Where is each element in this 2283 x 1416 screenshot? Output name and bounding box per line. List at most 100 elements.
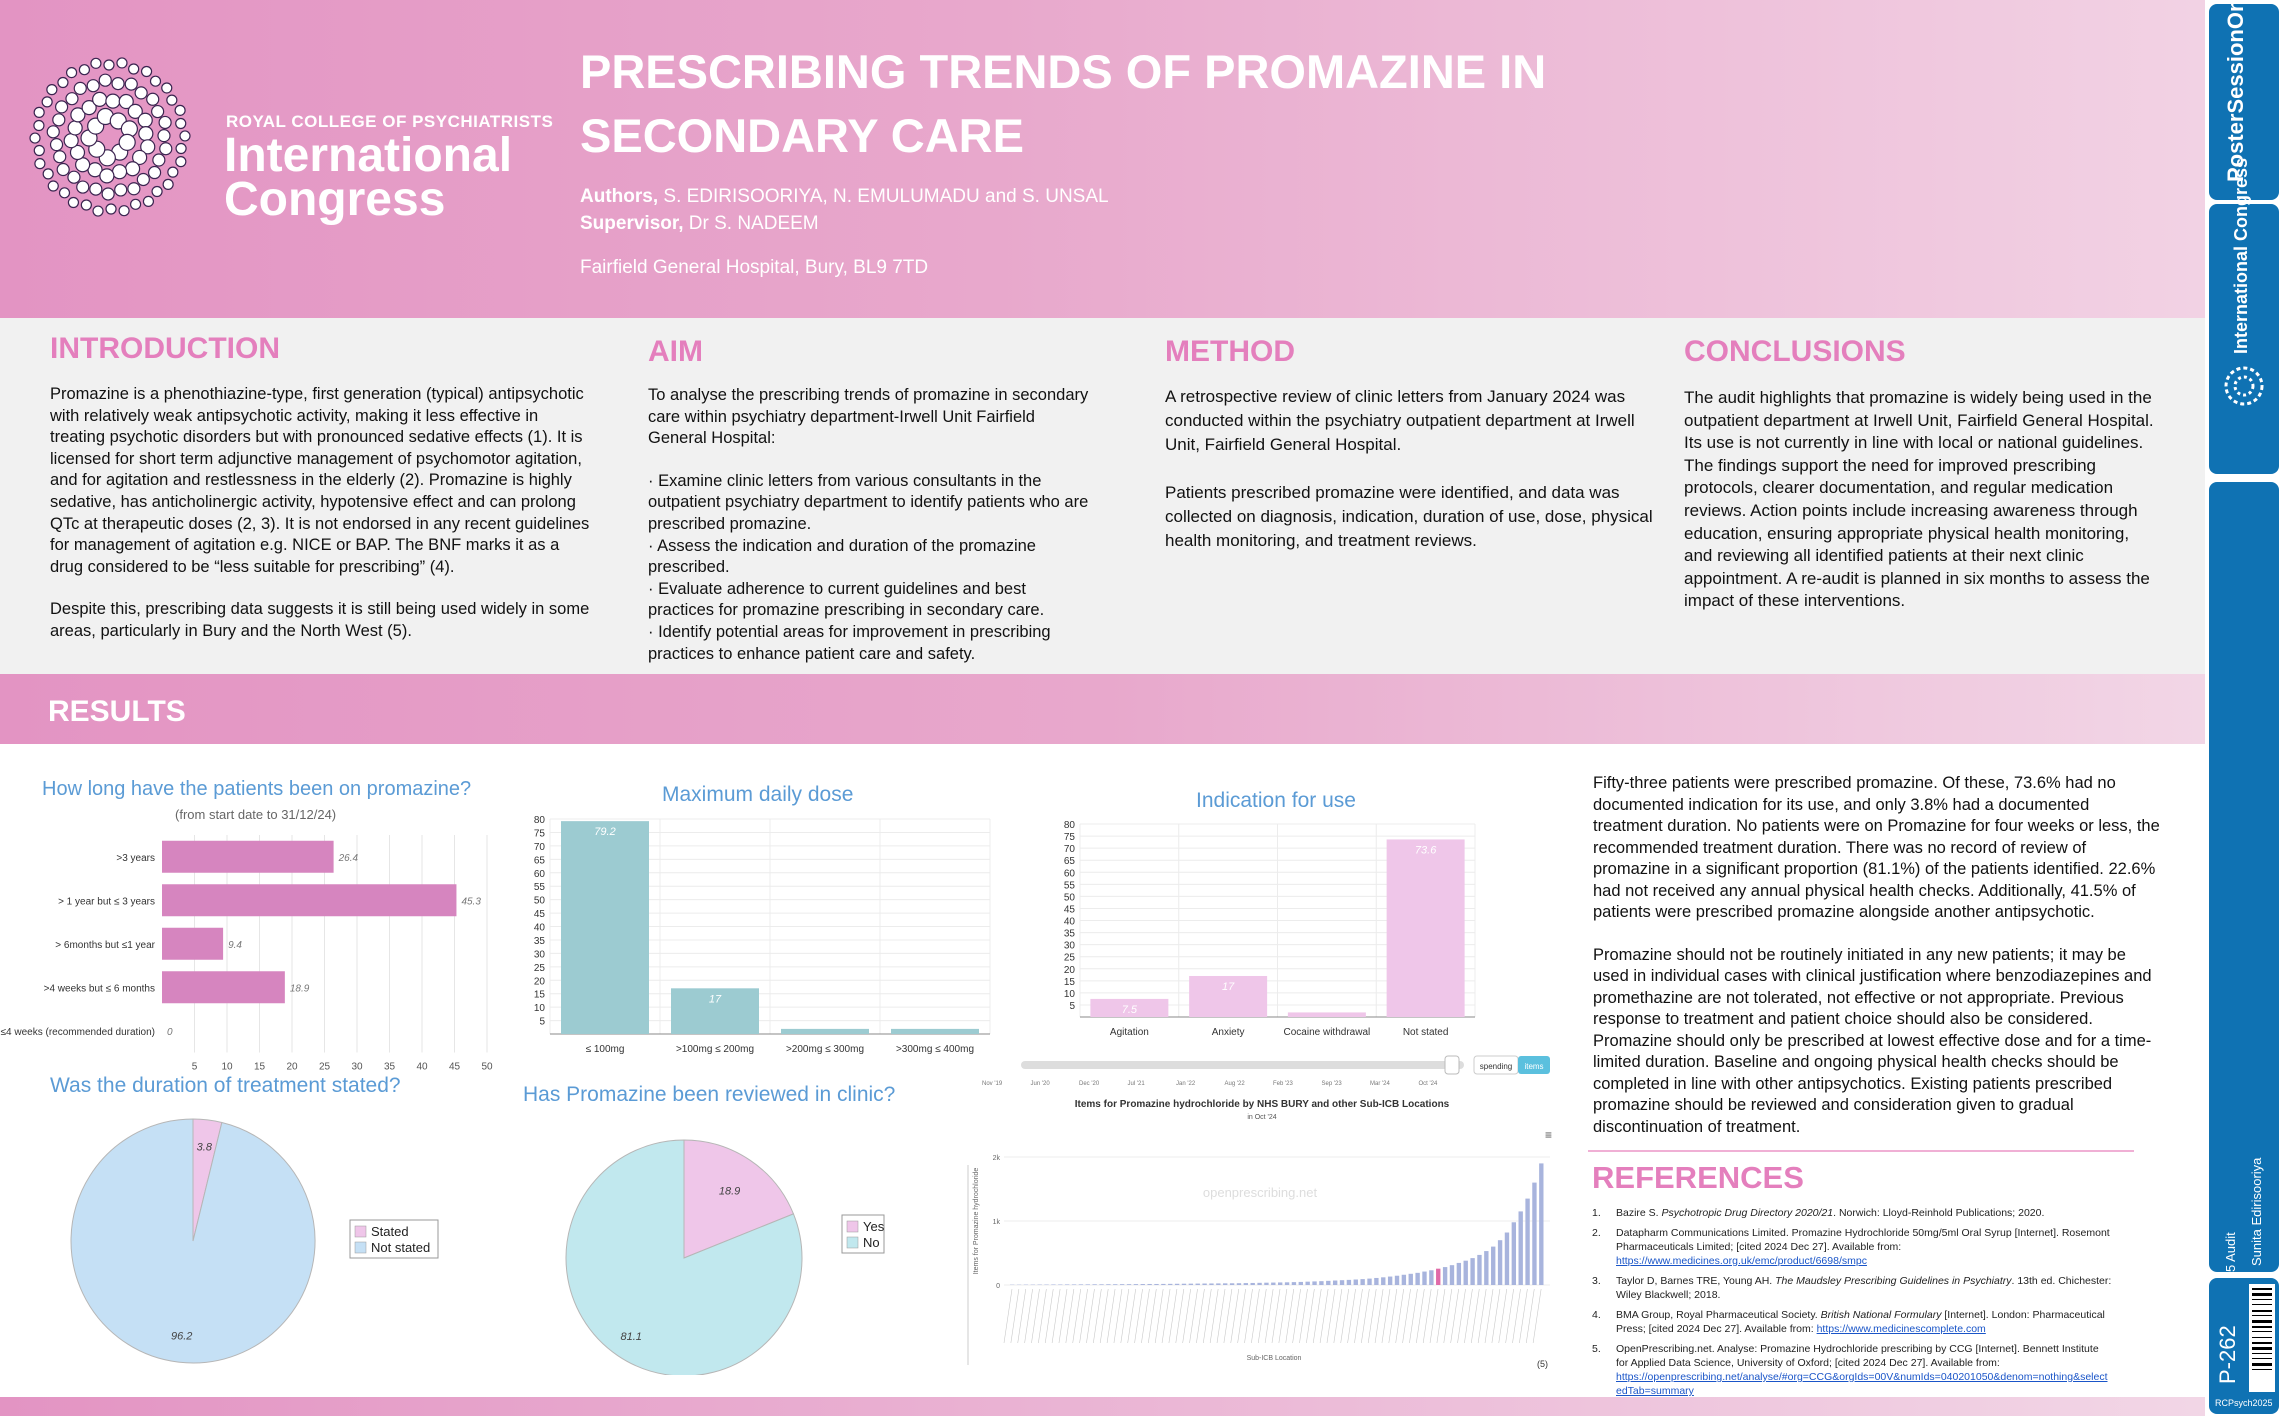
introduction-paragraph-2: Despite this, prescribing data suggests … — [50, 600, 590, 640]
op-tick-label — [1106, 1288, 1116, 1344]
reference-link[interactable]: https://www.medicinescomplete.com — [1816, 1323, 1986, 1335]
reference-link[interactable]: https://openprescribing.net/analyse/#org… — [1616, 1371, 2108, 1397]
logo-dot — [129, 198, 142, 210]
op-tick-label — [1333, 1288, 1343, 1344]
y-tick-label: 60 — [534, 869, 546, 880]
authors-line: Authors, S. EDIRISOORIYA, N. EMULUMADU a… — [580, 186, 1109, 208]
op-tick-label — [1244, 1288, 1253, 1344]
op-tick-label — [1099, 1288, 1109, 1344]
op-tick-label — [1525, 1288, 1535, 1344]
logo-dot — [58, 187, 71, 199]
op-bar — [1401, 1274, 1407, 1285]
logo-dot — [159, 142, 173, 156]
reference-number: 1. — [1592, 1207, 1601, 1219]
logo-dot — [52, 113, 66, 127]
reference-text: Datapharm Communications Limited. Promaz… — [1616, 1226, 2112, 1268]
category-label: >4 weeks but ≤ 6 months — [44, 983, 155, 994]
poster-session-online-logo[interactable]: PosterSessionOnline — [2209, 0, 2279, 200]
op-tick-label — [1319, 1288, 1329, 1344]
reference-link[interactable]: https://www.medicines.org.uk/emc/product… — [1616, 1255, 1867, 1267]
op-tick-label — [1141, 1288, 1150, 1344]
op-bar — [1456, 1262, 1462, 1285]
logo-dot — [47, 180, 59, 192]
op-bar — [1484, 1251, 1489, 1285]
reference-details: [Internet]. London: Pharmaceutical Press… — [1616, 1309, 2105, 1335]
op-bar — [1504, 1232, 1510, 1285]
op-bar — [1436, 1268, 1441, 1285]
op-tick-label — [1326, 1288, 1336, 1344]
op-bar — [1497, 1240, 1503, 1285]
op-tick-label — [1354, 1288, 1363, 1344]
op-tick-label — [1134, 1288, 1143, 1344]
logo-dot — [49, 138, 64, 152]
reference-citation: OpenPrescribing.net. Analyse: Promazine … — [1616, 1343, 2099, 1369]
op-bar — [1058, 1284, 1063, 1285]
barcode-bar — [2252, 1310, 2272, 1312]
logo-dot — [118, 205, 130, 217]
y-tick-label: 10 — [534, 1003, 546, 1014]
legend-label: Yes — [863, 1219, 885, 1234]
op-bar — [1291, 1282, 1297, 1285]
logo-dot — [103, 59, 115, 71]
aim-bullet-list: · Examine clinic letters from various co… — [648, 471, 1096, 665]
op-bar — [1113, 1284, 1118, 1285]
logo-dot — [65, 66, 78, 79]
y-tick-label: 5 — [539, 1017, 545, 1028]
poster-id-card: P-262 RCPsych2025 — [2209, 1278, 2279, 1414]
logo-dot — [65, 92, 79, 106]
op-bar — [1518, 1211, 1523, 1285]
logo-dot — [80, 199, 92, 211]
pie-value-label: 18.9 — [719, 1186, 740, 1198]
op-bar — [1202, 1283, 1207, 1285]
legend-swatch — [354, 1241, 367, 1254]
reference-title: British National Formulary — [1820, 1309, 1942, 1321]
op-tick-label — [1340, 1288, 1350, 1344]
op-bar — [1181, 1283, 1187, 1285]
op-tick-label — [1464, 1288, 1473, 1344]
pie-value-label: 3.8 — [197, 1142, 213, 1154]
op-tick-label — [1278, 1288, 1288, 1344]
op-tick-label — [1065, 1288, 1075, 1344]
poster-sidebar: PosterSessionOnline International Congre… — [2205, 0, 2283, 1416]
op-tick-label — [1450, 1288, 1459, 1344]
op-bar — [1140, 1284, 1145, 1285]
y-tick-label: 2k — [993, 1155, 1001, 1162]
op-tick-label — [1175, 1288, 1185, 1344]
data-bar — [671, 988, 759, 1034]
logo-dot — [137, 112, 153, 128]
time-slider-handle[interactable] — [1444, 1055, 1460, 1075]
logo-dot — [124, 161, 141, 177]
op-bar — [1257, 1282, 1262, 1285]
toggle-items-button[interactable] — [1518, 1056, 1550, 1074]
authors-names: S. EDIRISOORIYA, N. EMULUMADU and S. UNS… — [663, 186, 1109, 207]
logo-dot — [56, 162, 70, 177]
logo-dot — [105, 203, 117, 215]
op-bar — [1229, 1283, 1235, 1285]
menu-icon: ≡ — [1545, 1128, 1552, 1142]
top-panel — [0, 318, 2205, 674]
op-tick-label — [1312, 1288, 1322, 1344]
reference-title: The Maudsley Prescribing Guidelines in P… — [1775, 1275, 2012, 1287]
op-tick-label — [1306, 1288, 1315, 1344]
bar-value-label: 45.3 — [461, 896, 481, 907]
slider-tick-label: Mar '24 — [1370, 1081, 1390, 1087]
congress-badge: International Congress — [2209, 158, 2279, 474]
results-text: Fifty-three patients were prescribed pro… — [1593, 773, 2163, 1138]
pie-slice — [683, 1139, 795, 1259]
op-tick-label — [1470, 1288, 1480, 1344]
slider-tick-label: Sep '23 — [1322, 1081, 1343, 1087]
op-tick-label — [1182, 1288, 1191, 1344]
op-tick-label — [1209, 1288, 1219, 1344]
logo-dot — [67, 120, 83, 136]
slider-tick-label: Oct '24 — [1419, 1081, 1438, 1087]
logo-dot — [151, 185, 163, 198]
data-bar — [891, 1028, 979, 1034]
results-band — [0, 674, 2205, 744]
op-tick-label — [1505, 1288, 1514, 1344]
op-y-axis-label: Items for Promazine hydrochloride — [973, 1168, 980, 1275]
logo-dot — [166, 94, 178, 106]
reference-item: 4. BMA Group, Royal Pharmaceutical Societ… — [1592, 1308, 2112, 1336]
op-tick-label — [1532, 1288, 1542, 1344]
category-label: > 1 year but ≤ 3 years — [58, 896, 155, 907]
